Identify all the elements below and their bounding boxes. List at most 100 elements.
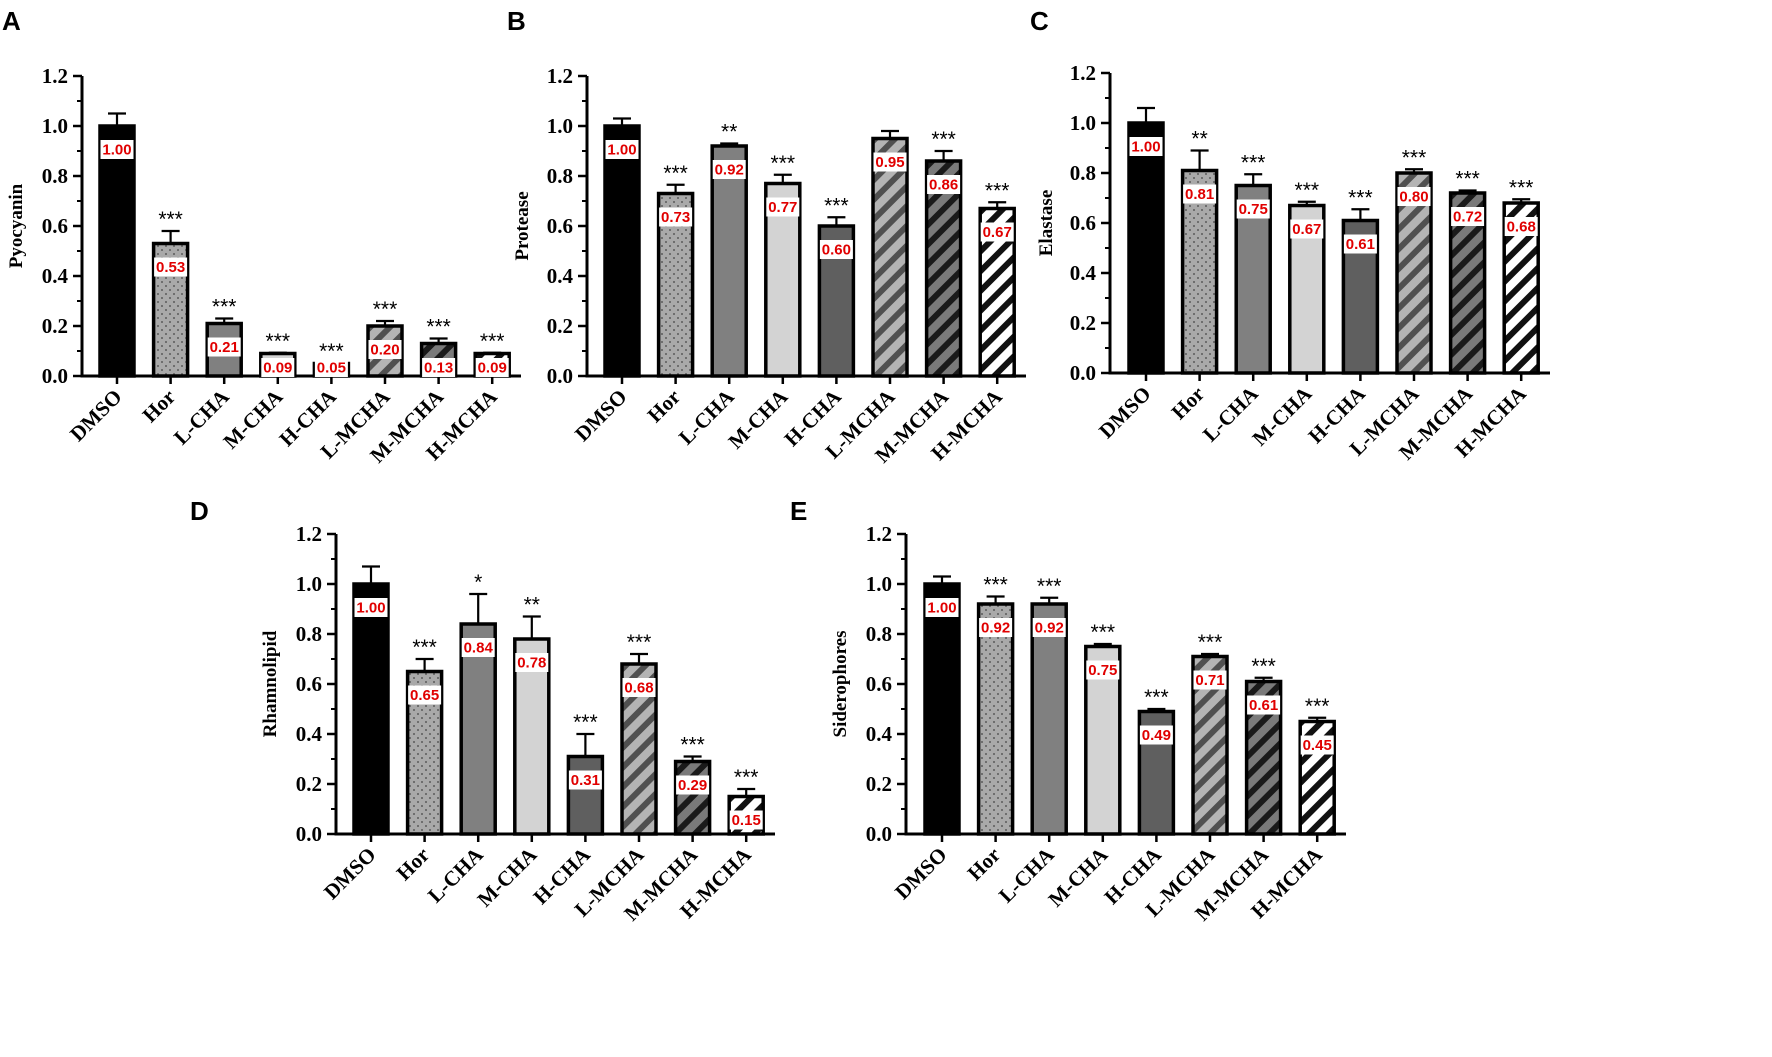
y-tick-label: 1.2 <box>1070 61 1096 85</box>
bar-dmso <box>352 582 390 836</box>
value-label: 0.86 <box>929 177 958 194</box>
panel-d: D Rhamnolipid 0.0 0.2 0.4 0.6 0.8 1.0 1.2 1.00 DMS… <box>190 496 775 926</box>
value-label: 0.73 <box>661 209 690 226</box>
bar-m-mcha <box>924 159 963 378</box>
category-label: M-CHA <box>723 384 793 454</box>
value-label: 0.95 <box>875 154 904 171</box>
y-tick-label: 0.2 <box>866 772 892 796</box>
value-label: 0.65 <box>410 687 439 704</box>
value-label: 0.67 <box>983 224 1012 241</box>
panel-a: A Pyocyanin 0.0 0.2 0.4 0.6 0.8 1.0 1.2 1.00 DMSO 0… <box>2 6 521 468</box>
value-label: 0.61 <box>1249 697 1278 714</box>
category-label: Hor <box>1167 382 1210 425</box>
bar-dmso <box>98 124 136 378</box>
value-label: 1.00 <box>356 600 385 617</box>
panel-e: E Siderophores 0.0 0.2 0.4 0.6 0.8 1.0 1.2 1.00 DM… <box>790 496 1346 926</box>
y-tick-label: 1.0 <box>547 114 573 138</box>
y-axis-title: Siderophores <box>830 631 851 738</box>
y-tick-label: 0.4 <box>1070 261 1097 285</box>
y-tick-label: 0.4 <box>547 264 574 288</box>
y-tick-label: 0.0 <box>296 822 322 846</box>
category-label: M-CHA <box>218 384 288 454</box>
value-label: 0.05 <box>317 360 346 377</box>
category-label: DMSO <box>319 843 381 905</box>
category-label: M-CHA <box>1043 842 1113 912</box>
value-label-box <box>766 197 800 217</box>
bar-l-cha <box>710 144 748 378</box>
value-label: 0.75 <box>1239 201 1268 218</box>
category-label: M-CHA <box>1247 381 1317 451</box>
value-label: 0.92 <box>1035 620 1064 637</box>
value-label: 0.21 <box>210 339 239 356</box>
category-label: Hor <box>392 843 435 886</box>
y-tick-label: 1.0 <box>866 572 892 596</box>
significance-label: *** <box>373 298 398 321</box>
value-label-box <box>1032 618 1066 637</box>
bar-m-mcha <box>673 759 712 836</box>
significance-label: *** <box>319 340 344 363</box>
significance-label: *** <box>663 162 688 185</box>
value-label: 0.49 <box>1142 727 1171 744</box>
y-tick-label: 1.0 <box>42 114 68 138</box>
significance-label: *** <box>1305 695 1330 718</box>
value-label: 1.00 <box>607 142 636 159</box>
y-axis-title: Elastase <box>1036 190 1057 257</box>
y-tick-label: 0.8 <box>547 164 573 188</box>
value-label-box <box>1086 660 1120 680</box>
significance-label: *** <box>1198 631 1223 654</box>
value-label-box <box>1139 725 1173 745</box>
value-label: 0.84 <box>464 640 494 657</box>
bar-l-mcha <box>871 136 909 378</box>
y-tick-label: 0.0 <box>547 364 573 388</box>
value-label-box <box>873 152 907 172</box>
value-label-box <box>461 638 495 657</box>
value-label-box <box>1129 137 1163 156</box>
value-label: 0.80 <box>1399 189 1428 206</box>
value-label: 0.68 <box>624 680 653 697</box>
significance-label: *** <box>158 208 183 231</box>
y-tick-label: 0.8 <box>296 622 322 646</box>
panel-b: B Protease 0.0 0.2 0.4 0.6 0.8 1.0 1.2 1.00 DMSO 0.… <box>507 6 1026 468</box>
value-label-box <box>422 358 456 377</box>
value-label-box <box>1397 187 1431 206</box>
y-tick-label: 0.4 <box>296 722 323 746</box>
panel-letter: B <box>507 6 526 36</box>
y-tick-label: 0.4 <box>866 722 893 746</box>
significance-label: *** <box>627 631 652 654</box>
value-label-box <box>1343 234 1377 254</box>
panel-c: C Elastase 0.0 0.2 0.4 0.6 0.8 1.0 1.2 1.00 DMSO 0.… <box>1030 6 1550 465</box>
value-label-box <box>475 358 509 377</box>
y-tick-label: 0.0 <box>866 822 892 846</box>
significance-label: *** <box>212 296 237 319</box>
significance-label: *** <box>573 711 598 734</box>
category-label: DMSO <box>890 843 952 905</box>
significance-label: *** <box>1402 146 1427 169</box>
value-label: 0.31 <box>571 772 600 789</box>
value-label: 0.29 <box>678 777 707 794</box>
significance-label: *** <box>1295 179 1320 202</box>
category-label: M-CHA <box>472 842 542 912</box>
y-tick-label: 0.2 <box>547 314 573 338</box>
value-label: 0.77 <box>768 199 797 216</box>
category-label: DMSO <box>570 385 632 447</box>
bar-h-cha <box>566 754 605 836</box>
value-label-box <box>927 175 961 194</box>
significance-label: *** <box>266 330 291 353</box>
y-tick-label: 0.4 <box>42 264 69 288</box>
value-label: 0.78 <box>517 655 546 672</box>
y-tick-label: 1.2 <box>866 522 892 546</box>
panel-letter: A <box>2 6 21 36</box>
y-tick-label: 0.6 <box>547 214 573 238</box>
value-label: 0.61 <box>1346 236 1375 253</box>
value-label-box <box>729 810 763 830</box>
value-label-box <box>676 775 710 795</box>
y-tick-label: 1.0 <box>1070 111 1096 135</box>
y-tick-label: 0.8 <box>1070 161 1096 185</box>
bar-dmso <box>603 124 641 378</box>
category-label: DMSO <box>1094 382 1156 444</box>
value-label: 0.67 <box>1292 221 1321 238</box>
value-label: 1.00 <box>1131 139 1160 156</box>
y-tick-label: 0.2 <box>296 772 322 796</box>
bar-dmso <box>1127 121 1165 375</box>
